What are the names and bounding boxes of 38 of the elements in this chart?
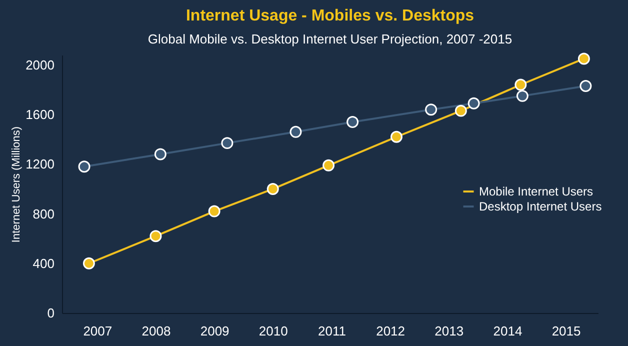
point bbox=[150, 230, 162, 242]
x-tick-label: 2012 bbox=[376, 324, 406, 338]
legend-label: Desktop Internet Users bbox=[479, 200, 602, 214]
point bbox=[346, 116, 359, 128]
point bbox=[390, 130, 402, 143]
x-tick-label: 2013 bbox=[434, 324, 464, 338]
x-tick-label: 2007 bbox=[83, 324, 112, 338]
point bbox=[221, 137, 234, 150]
point bbox=[580, 80, 592, 92]
chart-subtitle: Global Mobile vs. Desktop Internet User Projection, 2007 -2015 bbox=[148, 31, 512, 46]
y-tick-label: 400 bbox=[32, 256, 54, 271]
x-tick-label: 2011 bbox=[318, 324, 346, 338]
point bbox=[514, 78, 527, 91]
point bbox=[82, 257, 95, 270]
y-tick-label: 0 bbox=[47, 306, 54, 320]
y-tick-label: 800 bbox=[32, 206, 54, 222]
point bbox=[425, 104, 438, 116]
point bbox=[78, 160, 90, 173]
x-tick-label: 2014 bbox=[493, 324, 522, 338]
point bbox=[454, 104, 467, 117]
point bbox=[154, 148, 166, 160]
point bbox=[266, 182, 279, 195]
y-tick-label: 2000 bbox=[26, 57, 54, 72]
x-tick-label: 2008 bbox=[142, 324, 171, 338]
point bbox=[290, 126, 302, 138]
x-tick-label: 2010 bbox=[258, 324, 288, 338]
point bbox=[468, 97, 480, 110]
chart-title: Internet Usage - Mobiles vs. Desktops bbox=[186, 7, 474, 24]
legend-label: Mobile Internet Users bbox=[479, 184, 594, 198]
point bbox=[516, 90, 528, 102]
y-axis-title: Internet Users (Millions) bbox=[10, 126, 23, 243]
y-tick-label: 1600 bbox=[26, 107, 54, 122]
x-tick-label: 2015 bbox=[552, 324, 581, 338]
point bbox=[578, 52, 590, 65]
point bbox=[208, 205, 220, 218]
point bbox=[322, 159, 335, 172]
x-tick-label: 2009 bbox=[200, 324, 230, 338]
y-tick-label: 1200 bbox=[26, 156, 54, 172]
